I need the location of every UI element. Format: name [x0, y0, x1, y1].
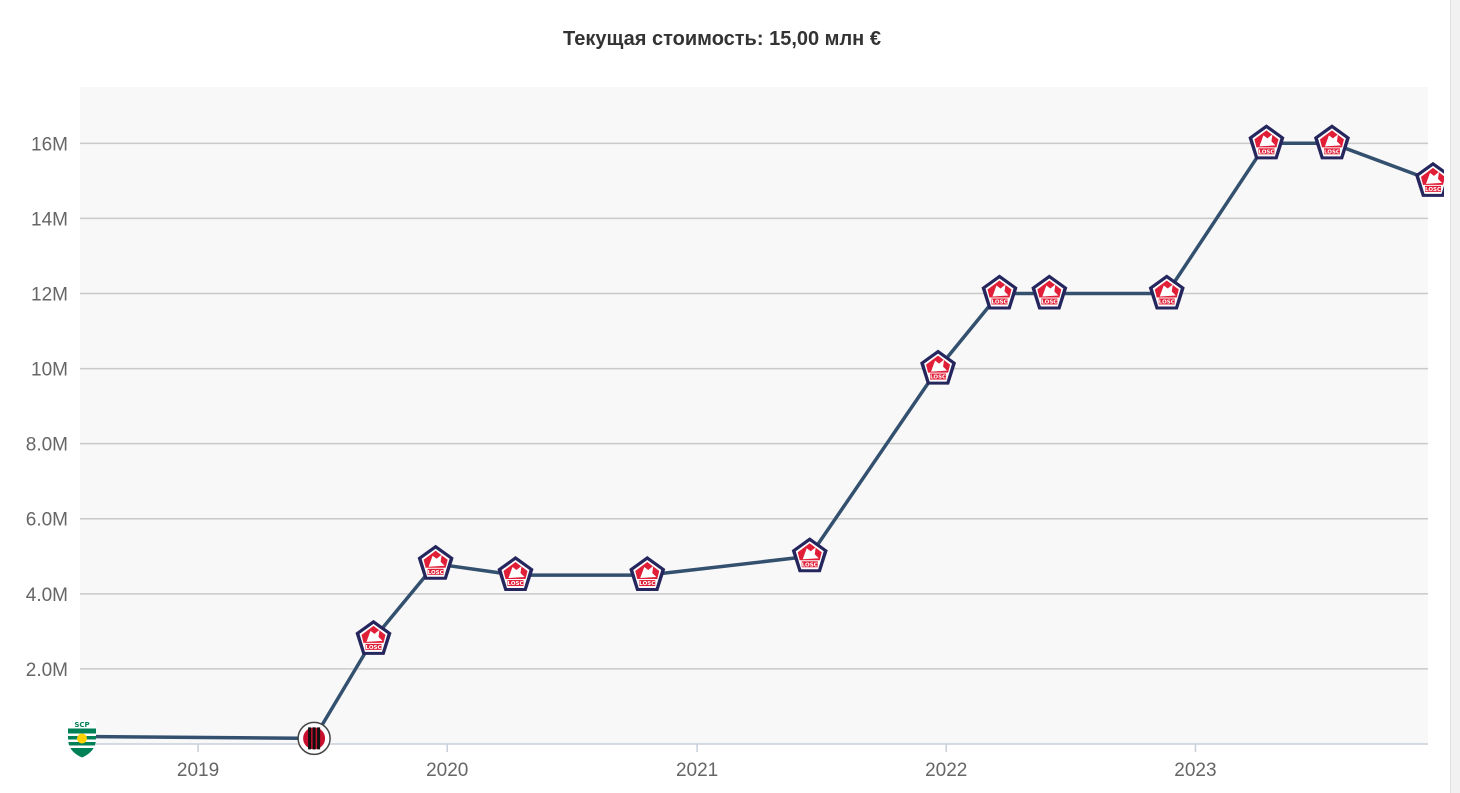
y-tick-label: 16M	[31, 134, 68, 155]
y-tick-label: 14M	[31, 209, 68, 230]
x-tick-label: 2019	[177, 760, 219, 781]
gridlines	[80, 142, 1428, 670]
scrollbar[interactable]	[1450, 0, 1460, 793]
y-axis: 2.0M 4.0M 6.0M 8.0M 10M 12M 14M 16M	[26, 134, 68, 681]
y-tick-label: 2.0M	[26, 660, 68, 681]
data-point-marker[interactable]	[68, 720, 96, 758]
y-tick-label: 10M	[31, 360, 68, 381]
x-tick-label: 2020	[426, 760, 468, 781]
x-tick-label: 2021	[676, 760, 718, 781]
y-tick-label: 8.0M	[26, 435, 68, 456]
y-tick-label: 12M	[31, 284, 68, 305]
plot-area	[80, 87, 1428, 744]
y-tick-label: 4.0M	[26, 585, 68, 606]
x-tick-label: 2023	[1174, 760, 1216, 781]
series-line	[81, 141, 1434, 741]
data-point-marker[interactable]	[297, 721, 331, 756]
y-tick-label: 6.0M	[26, 510, 68, 531]
x-tick-label: 2022	[925, 760, 967, 781]
x-axis: 2019 2020 2021 2022 2023	[177, 744, 1217, 781]
chart-title: Текущая стоимость: 15,00 млн €	[563, 28, 881, 50]
